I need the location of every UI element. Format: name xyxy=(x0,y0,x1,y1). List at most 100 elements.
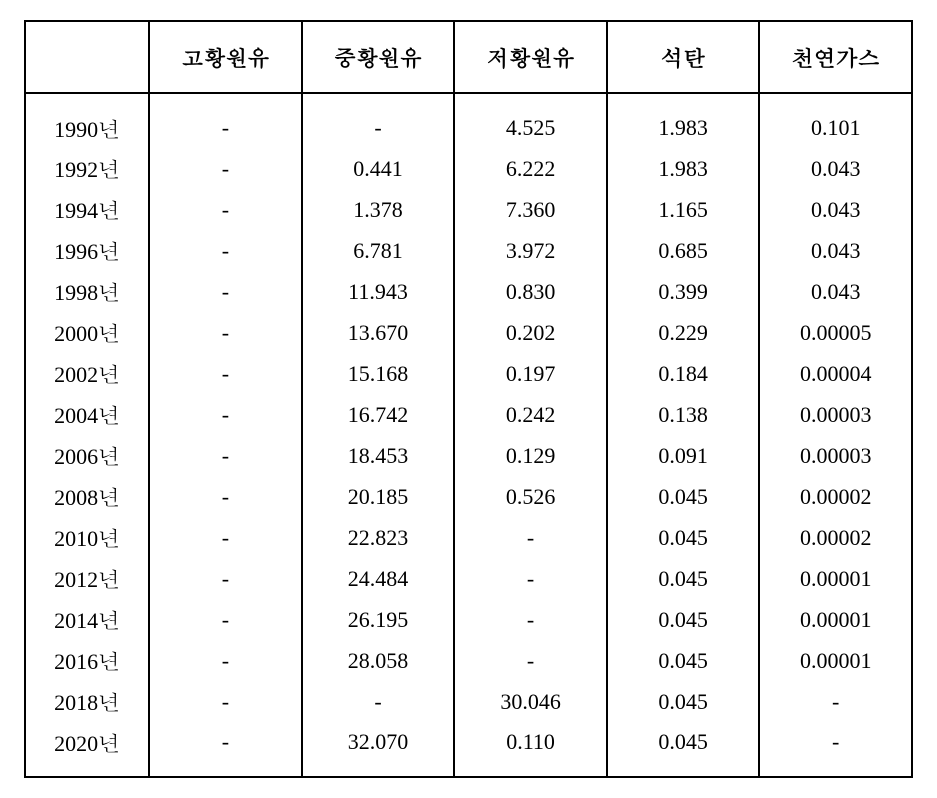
cell-value: - xyxy=(149,722,302,777)
cell-year: 1996년 xyxy=(25,230,149,271)
cell-value: 0.045 xyxy=(607,681,760,722)
cell-value: - xyxy=(149,476,302,517)
cell-value: 28.058 xyxy=(302,640,455,681)
cell-year: 2002년 xyxy=(25,353,149,394)
cell-value: 0.242 xyxy=(454,394,607,435)
cell-year: 1990년 xyxy=(25,93,149,148)
table-row: 2012년 - 24.484 - 0.045 0.00001 xyxy=(25,558,912,599)
table-row: 2020년 - 32.070 0.110 0.045 - xyxy=(25,722,912,777)
table-row: 1998년 - 11.943 0.830 0.399 0.043 xyxy=(25,271,912,312)
cell-value: 0.043 xyxy=(759,230,912,271)
table-row: 2000년 - 13.670 0.202 0.229 0.00005 xyxy=(25,312,912,353)
column-header-high-sulfur-crude: 고황원유 xyxy=(149,21,302,93)
cell-value: 11.943 xyxy=(302,271,455,312)
cell-value: 0.00005 xyxy=(759,312,912,353)
cell-value: - xyxy=(454,517,607,558)
cell-value: - xyxy=(149,558,302,599)
cell-value: 0.043 xyxy=(759,189,912,230)
cell-value: 0.202 xyxy=(454,312,607,353)
cell-year: 2010년 xyxy=(25,517,149,558)
cell-value: 0.685 xyxy=(607,230,760,271)
cell-value: 6.222 xyxy=(454,148,607,189)
column-header-medium-sulfur-crude: 중황원유 xyxy=(302,21,455,93)
cell-value: 20.185 xyxy=(302,476,455,517)
cell-value: 0.00001 xyxy=(759,640,912,681)
cell-value: - xyxy=(149,93,302,148)
cell-year: 2004년 xyxy=(25,394,149,435)
table-row: 2016년 - 28.058 - 0.045 0.00001 xyxy=(25,640,912,681)
cell-year: 2014년 xyxy=(25,599,149,640)
cell-value: 7.360 xyxy=(454,189,607,230)
cell-value: 16.742 xyxy=(302,394,455,435)
cell-value: 0.00003 xyxy=(759,394,912,435)
cell-value: 0.00002 xyxy=(759,517,912,558)
cell-value: - xyxy=(149,640,302,681)
cell-value: 0.043 xyxy=(759,271,912,312)
cell-value: 1.983 xyxy=(607,93,760,148)
cell-value: 0.830 xyxy=(454,271,607,312)
table-row: 2006년 - 18.453 0.129 0.091 0.00003 xyxy=(25,435,912,476)
cell-value: 18.453 xyxy=(302,435,455,476)
cell-year: 2008년 xyxy=(25,476,149,517)
cell-value: 0.526 xyxy=(454,476,607,517)
cell-value: 0.045 xyxy=(607,599,760,640)
cell-value: 0.129 xyxy=(454,435,607,476)
cell-value: - xyxy=(149,599,302,640)
cell-value: - xyxy=(149,517,302,558)
cell-year: 2012년 xyxy=(25,558,149,599)
cell-value: 0.00001 xyxy=(759,558,912,599)
cell-value: 0.045 xyxy=(607,517,760,558)
table-row: 2008년 - 20.185 0.526 0.045 0.00002 xyxy=(25,476,912,517)
cell-value: - xyxy=(149,148,302,189)
cell-value: 6.781 xyxy=(302,230,455,271)
cell-year: 1998년 xyxy=(25,271,149,312)
cell-value: 0.197 xyxy=(454,353,607,394)
cell-value: 1.983 xyxy=(607,148,760,189)
cell-value: - xyxy=(149,189,302,230)
cell-value: - xyxy=(759,722,912,777)
cell-value: 0.043 xyxy=(759,148,912,189)
cell-value: - xyxy=(149,353,302,394)
table-row: 2010년 - 22.823 - 0.045 0.00002 xyxy=(25,517,912,558)
cell-value: - xyxy=(149,312,302,353)
cell-value: 0.184 xyxy=(607,353,760,394)
cell-value: - xyxy=(149,681,302,722)
table-row: 2004년 - 16.742 0.242 0.138 0.00003 xyxy=(25,394,912,435)
cell-value: - xyxy=(149,230,302,271)
column-header-year xyxy=(25,21,149,93)
cell-value: 0.045 xyxy=(607,722,760,777)
cell-year: 2000년 xyxy=(25,312,149,353)
header-row: 고황원유 중황원유 저황원유 석탄 천연가스 xyxy=(25,21,912,93)
cell-year: 2016년 xyxy=(25,640,149,681)
cell-value: 0.138 xyxy=(607,394,760,435)
cell-value: 0.00001 xyxy=(759,599,912,640)
cell-value: 0.00002 xyxy=(759,476,912,517)
table-row: 1990년 - - 4.525 1.983 0.101 xyxy=(25,93,912,148)
cell-year: 2006년 xyxy=(25,435,149,476)
cell-value: - xyxy=(302,681,455,722)
cell-value: 4.525 xyxy=(454,93,607,148)
cell-value: - xyxy=(149,271,302,312)
cell-value: 1.165 xyxy=(607,189,760,230)
table-row: 1992년 - 0.441 6.222 1.983 0.043 xyxy=(25,148,912,189)
cell-value: 0.399 xyxy=(607,271,760,312)
cell-value: 3.972 xyxy=(454,230,607,271)
cell-value: 0.229 xyxy=(607,312,760,353)
column-header-natural-gas: 천연가스 xyxy=(759,21,912,93)
cell-value: - xyxy=(454,558,607,599)
cell-value: 22.823 xyxy=(302,517,455,558)
cell-value: 0.441 xyxy=(302,148,455,189)
table-row: 1996년 - 6.781 3.972 0.685 0.043 xyxy=(25,230,912,271)
cell-value: 0.00004 xyxy=(759,353,912,394)
cell-value: 0.091 xyxy=(607,435,760,476)
cell-value: 32.070 xyxy=(302,722,455,777)
cell-value: - xyxy=(149,394,302,435)
cell-year: 1992년 xyxy=(25,148,149,189)
cell-value: - xyxy=(454,640,607,681)
cell-value: 0.00003 xyxy=(759,435,912,476)
table-row: 2018년 - - 30.046 0.045 - xyxy=(25,681,912,722)
column-header-coal: 석탄 xyxy=(607,21,760,93)
column-header-low-sulfur-crude: 저황원유 xyxy=(454,21,607,93)
table-row: 2002년 - 15.168 0.197 0.184 0.00004 xyxy=(25,353,912,394)
cell-value: 30.046 xyxy=(454,681,607,722)
